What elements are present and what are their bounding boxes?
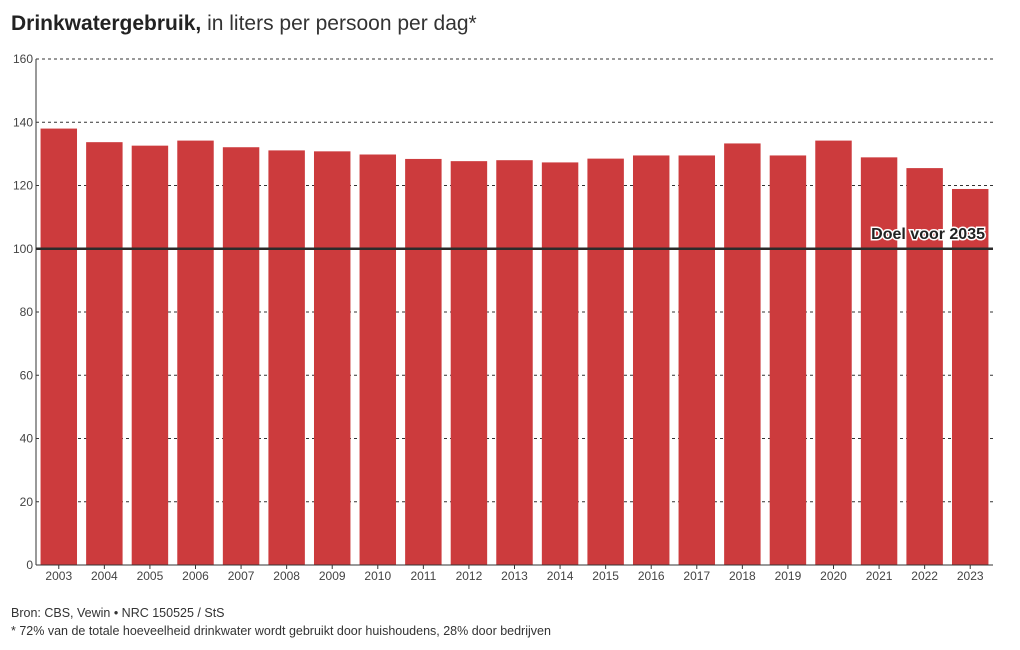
x-tick-label: 2020: [820, 569, 847, 583]
x-tick-label: 2003: [45, 569, 72, 583]
x-tick-label: 2021: [866, 569, 893, 583]
bar: [313, 151, 351, 565]
x-tick-label: 2017: [683, 569, 710, 583]
y-tick-label: 20: [20, 495, 34, 509]
bar: [541, 162, 579, 565]
x-tick-label: 2016: [638, 569, 665, 583]
x-tick-label: 2023: [957, 569, 984, 583]
bar: [222, 147, 260, 565]
y-tick-label: 120: [13, 179, 33, 193]
bar: [496, 160, 533, 565]
x-tick-label: 2009: [319, 569, 346, 583]
title-subtitle: in liters per persoon per dag*: [201, 12, 477, 35]
x-tick-label: 2011: [410, 569, 436, 583]
x-tick-label: 2005: [137, 569, 164, 583]
y-tick-label: 100: [13, 242, 33, 256]
bar: [268, 150, 305, 566]
x-tick-label: 2010: [364, 569, 391, 583]
bar: [678, 155, 716, 566]
y-tick-label: 0: [26, 558, 33, 572]
x-tick-label: 2014: [547, 569, 574, 583]
bar: [131, 145, 169, 565]
x-tick-label: 2004: [91, 569, 118, 583]
bar: [632, 155, 670, 566]
y-tick-label: 80: [20, 305, 34, 319]
y-tick-label: 40: [20, 432, 34, 446]
bar: [815, 140, 852, 565]
bar: [724, 143, 761, 565]
x-tick-label: 2008: [273, 569, 300, 583]
bar: [359, 154, 397, 565]
x-tick-label: 2007: [228, 569, 255, 583]
bar: [906, 168, 943, 565]
bar: [769, 155, 807, 566]
x-tick-label: 2015: [592, 569, 619, 583]
bar: [951, 188, 989, 565]
bar: [587, 158, 624, 565]
y-tick-label: 60: [20, 368, 34, 382]
x-tick-label: 2006: [182, 569, 209, 583]
bar: [405, 158, 442, 565]
x-tick-label: 2022: [911, 569, 938, 583]
source-note: Bron: CBS, Vewin • NRC 150525 / StS: [11, 606, 225, 620]
bar-chart: 0 20 40 60 80 100 120 140 160 2003 2004 2005 2006 200…: [13, 52, 993, 583]
footnote: * 72% van de totale hoeveelheid drinkwat…: [11, 624, 551, 638]
bar: [40, 128, 78, 565]
bar: [177, 140, 214, 565]
y-tick-label: 160: [13, 52, 33, 66]
bar: [86, 142, 123, 565]
x-tick-label: 2013: [501, 569, 528, 583]
x-tick-label: 2019: [775, 569, 802, 583]
bar: [450, 161, 488, 565]
y-tick-label: 140: [13, 115, 33, 129]
x-tick-label: 2012: [456, 569, 483, 583]
x-tick-label: 2018: [729, 569, 756, 583]
bar: [860, 157, 898, 565]
chart-title: Drinkwatergebruik, in liters per persoon…: [11, 12, 477, 36]
target-label: Doel voor 2035: [871, 226, 985, 243]
title-main: Drinkwatergebruik,: [11, 12, 202, 35]
